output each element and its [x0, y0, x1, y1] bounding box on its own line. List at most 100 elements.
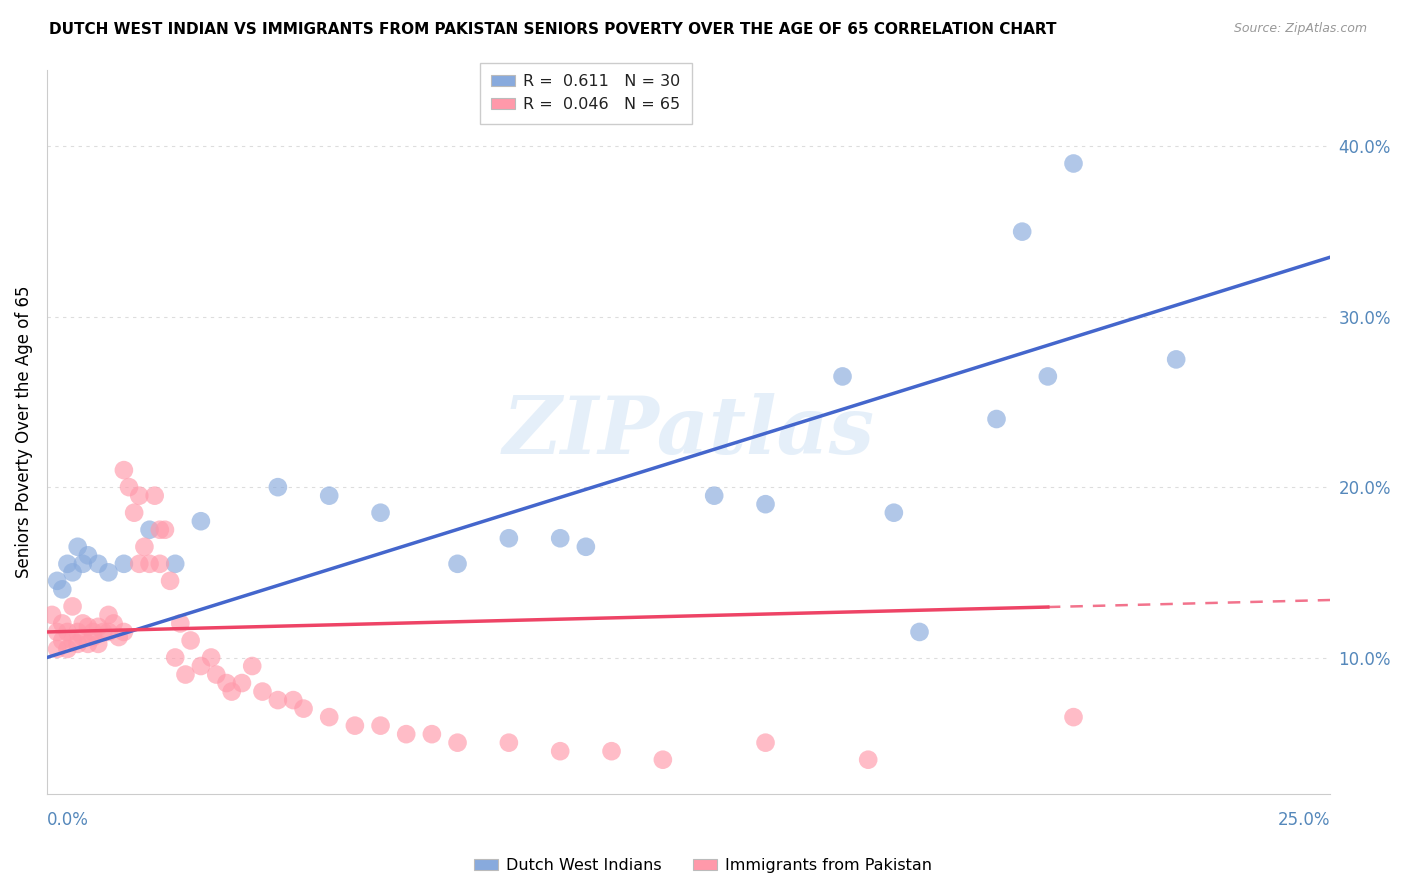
Point	[128, 557, 150, 571]
Point	[883, 506, 905, 520]
Point	[856, 753, 879, 767]
Point	[318, 710, 340, 724]
Point	[754, 497, 776, 511]
Point	[205, 667, 228, 681]
Point	[174, 667, 197, 681]
Point	[318, 489, 340, 503]
Point	[231, 676, 253, 690]
Point	[51, 633, 73, 648]
Point	[908, 624, 931, 639]
Point	[138, 557, 160, 571]
Point	[46, 642, 69, 657]
Point	[103, 616, 125, 631]
Point	[986, 412, 1008, 426]
Point	[370, 506, 392, 520]
Point	[66, 624, 89, 639]
Point	[112, 557, 135, 571]
Point	[180, 633, 202, 648]
Point	[66, 637, 89, 651]
Point	[149, 557, 172, 571]
Text: 25.0%: 25.0%	[1278, 811, 1330, 829]
Point	[292, 701, 315, 715]
Point	[62, 566, 84, 580]
Point	[831, 369, 853, 384]
Point	[112, 463, 135, 477]
Point	[51, 616, 73, 631]
Point	[420, 727, 443, 741]
Point	[446, 736, 468, 750]
Point	[267, 693, 290, 707]
Point	[138, 523, 160, 537]
Point	[754, 736, 776, 750]
Point	[267, 480, 290, 494]
Point	[1063, 710, 1085, 724]
Point	[56, 624, 79, 639]
Point	[134, 540, 156, 554]
Point	[62, 633, 84, 648]
Point	[446, 557, 468, 571]
Point	[240, 659, 263, 673]
Point	[252, 684, 274, 698]
Point	[1063, 156, 1085, 170]
Point	[72, 616, 94, 631]
Point	[200, 650, 222, 665]
Text: ZIPatlas: ZIPatlas	[502, 393, 875, 471]
Point	[62, 599, 84, 614]
Point	[215, 676, 238, 690]
Point	[97, 607, 120, 622]
Point	[190, 659, 212, 673]
Point	[112, 624, 135, 639]
Legend: Dutch West Indians, Immigrants from Pakistan: Dutch West Indians, Immigrants from Paki…	[467, 852, 939, 880]
Point	[159, 574, 181, 588]
Point	[169, 616, 191, 631]
Point	[82, 624, 104, 639]
Point	[548, 531, 571, 545]
Point	[128, 489, 150, 503]
Point	[283, 693, 305, 707]
Point	[153, 523, 176, 537]
Point	[190, 514, 212, 528]
Point	[51, 582, 73, 597]
Point	[107, 630, 129, 644]
Point	[66, 540, 89, 554]
Point	[498, 736, 520, 750]
Point	[395, 727, 418, 741]
Point	[56, 557, 79, 571]
Point	[575, 540, 598, 554]
Point	[77, 549, 100, 563]
Point	[1036, 369, 1059, 384]
Point	[165, 557, 187, 571]
Point	[97, 566, 120, 580]
Point	[370, 718, 392, 732]
Point	[56, 642, 79, 657]
Point	[548, 744, 571, 758]
Point	[41, 607, 63, 622]
Point	[77, 620, 100, 634]
Point	[118, 480, 141, 494]
Point	[165, 650, 187, 665]
Point	[498, 531, 520, 545]
Point	[1011, 225, 1033, 239]
Point	[651, 753, 673, 767]
Point	[93, 624, 115, 639]
Point	[87, 637, 110, 651]
Point	[122, 506, 145, 520]
Point	[1166, 352, 1188, 367]
Point	[97, 624, 120, 639]
Point	[46, 624, 69, 639]
Point	[87, 620, 110, 634]
Y-axis label: Seniors Poverty Over the Age of 65: Seniors Poverty Over the Age of 65	[15, 285, 32, 578]
Point	[72, 557, 94, 571]
Point	[77, 637, 100, 651]
Point	[87, 557, 110, 571]
Legend: R =  0.611   N = 30, R =  0.046   N = 65: R = 0.611 N = 30, R = 0.046 N = 65	[479, 63, 692, 124]
Point	[600, 744, 623, 758]
Point	[82, 630, 104, 644]
Point	[46, 574, 69, 588]
Point	[72, 630, 94, 644]
Point	[143, 489, 166, 503]
Text: Source: ZipAtlas.com: Source: ZipAtlas.com	[1233, 22, 1367, 36]
Point	[703, 489, 725, 503]
Point	[343, 718, 366, 732]
Point	[149, 523, 172, 537]
